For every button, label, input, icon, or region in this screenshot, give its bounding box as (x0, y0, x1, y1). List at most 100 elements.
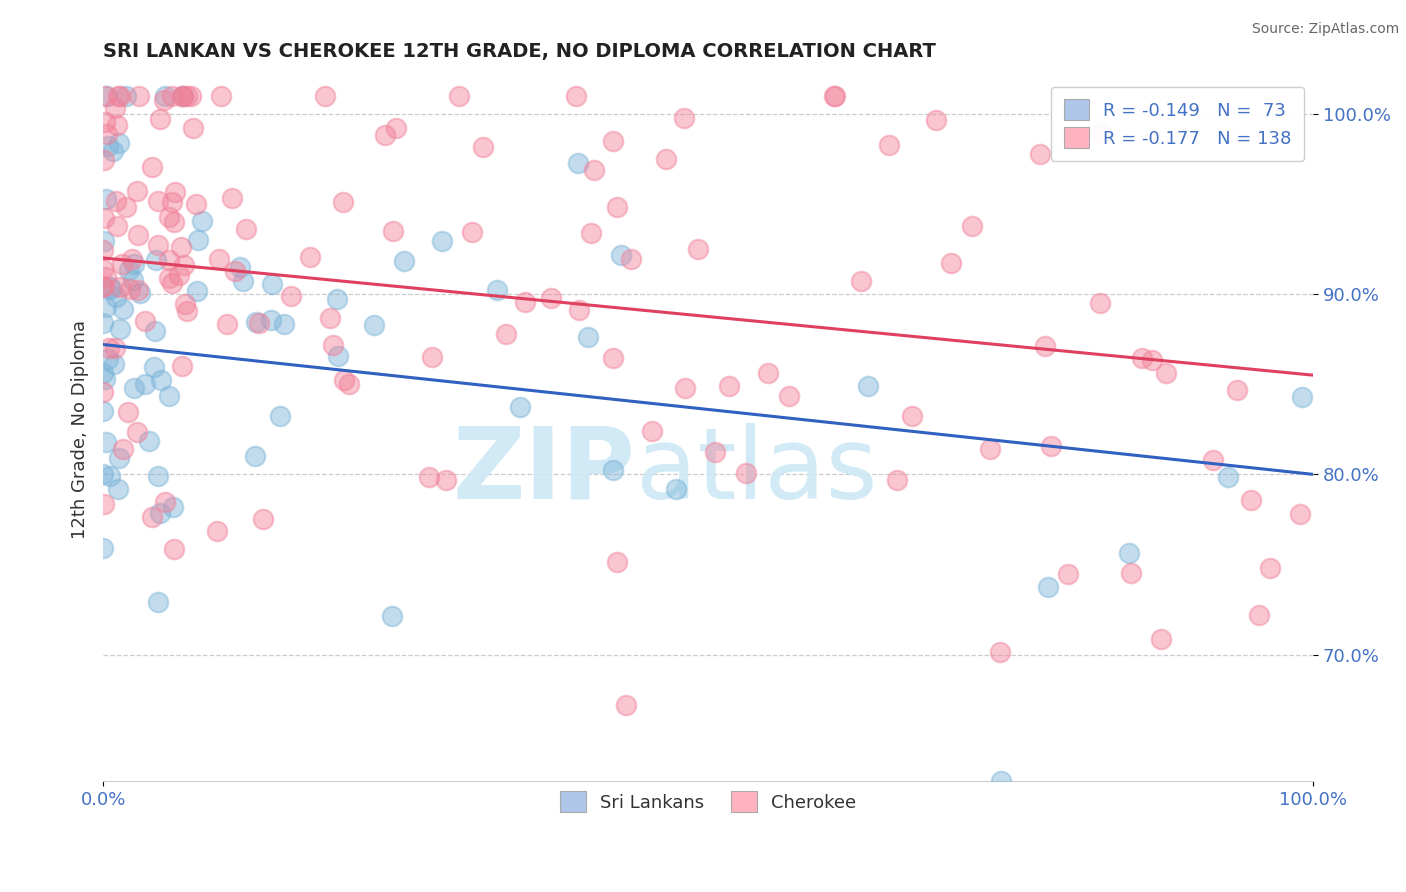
Point (104, 194, 127, 208)
Point (143, 324, 166, 338)
Point (91, 404, 114, 418)
Point (97, 138, 120, 153)
Point (579, 226, 602, 240)
Point (620, 252, 643, 267)
Point (127, 227, 149, 242)
Point (118, 263, 141, 277)
Point (363, 318, 385, 333)
Point (673, 111, 696, 125)
Point (449, 88, 471, 103)
Point (159, 270, 181, 285)
Point (187, 233, 209, 247)
Point (91, 262, 114, 277)
Point (153, 88, 176, 103)
Point (146, 194, 169, 208)
Point (134, 314, 156, 328)
Point (381, 224, 404, 238)
Point (1121, 566, 1143, 580)
Point (990, 774, 1012, 789)
Point (104, 102, 127, 116)
Point (146, 469, 169, 483)
Point (149, 112, 172, 126)
Point (121, 252, 143, 266)
Point (778, 389, 800, 403)
Point (245, 315, 267, 329)
Point (614, 698, 637, 712)
Point (127, 283, 149, 297)
Point (153, 495, 176, 509)
Point (243, 449, 266, 463)
Point (91, 278, 114, 293)
Legend: Sri Lankans, Cherokee: Sri Lankans, Cherokee (548, 779, 869, 825)
Point (1029, 147, 1052, 161)
Point (1088, 296, 1111, 310)
Point (564, 88, 586, 103)
Point (141, 160, 163, 174)
Point (172, 88, 194, 103)
Point (979, 442, 1001, 456)
Point (163, 541, 186, 556)
Point (170, 240, 193, 254)
Point (252, 512, 274, 526)
Point (117, 405, 139, 419)
Point (141, 509, 163, 524)
Point (509, 400, 531, 414)
Point (217, 317, 239, 331)
Point (374, 128, 396, 142)
Point (337, 377, 360, 392)
Point (925, 112, 948, 127)
Point (122, 273, 145, 287)
Point (280, 288, 302, 302)
Point (98, 341, 121, 355)
Point (148, 238, 170, 252)
Point (129, 286, 152, 301)
Point (128, 88, 150, 103)
Point (901, 409, 924, 424)
Point (118, 281, 141, 295)
Point (96, 128, 118, 142)
Point (221, 191, 243, 205)
Point (824, 88, 846, 103)
Point (157, 210, 180, 224)
Point (495, 326, 517, 341)
Point (108, 88, 131, 103)
Point (756, 366, 779, 380)
Point (486, 283, 509, 297)
Point (107, 88, 129, 103)
Point (157, 252, 180, 267)
Point (856, 378, 879, 392)
Point (91, 467, 114, 482)
Point (567, 155, 589, 169)
Point (606, 200, 628, 214)
Point (418, 470, 440, 484)
Point (260, 313, 283, 327)
Point (93, 372, 115, 386)
Point (104, 289, 127, 303)
Point (103, 144, 125, 158)
Point (939, 256, 962, 270)
Point (610, 248, 633, 262)
Point (314, 88, 336, 103)
Point (91, 279, 114, 293)
Y-axis label: 12th Grade, No Diploma: 12th Grade, No Diploma (72, 320, 89, 539)
Point (471, 140, 494, 154)
Point (162, 88, 184, 103)
Point (100, 468, 122, 483)
Text: SRI LANKAN VS CHEROKEE 12TH GRADE, NO DIPLOMA CORRELATION CHART: SRI LANKAN VS CHEROKEE 12TH GRADE, NO DI… (103, 42, 936, 61)
Point (181, 120, 204, 135)
Point (93, 234, 115, 248)
Point (1118, 546, 1140, 560)
Point (1202, 452, 1225, 467)
Point (138, 434, 160, 448)
Point (1150, 632, 1173, 646)
Point (114, 200, 136, 214)
Point (381, 609, 404, 624)
Point (686, 242, 709, 256)
Point (146, 595, 169, 609)
Point (332, 195, 354, 210)
Point (461, 225, 484, 239)
Point (172, 88, 194, 103)
Point (1140, 352, 1163, 367)
Point (224, 264, 246, 278)
Point (641, 424, 664, 438)
